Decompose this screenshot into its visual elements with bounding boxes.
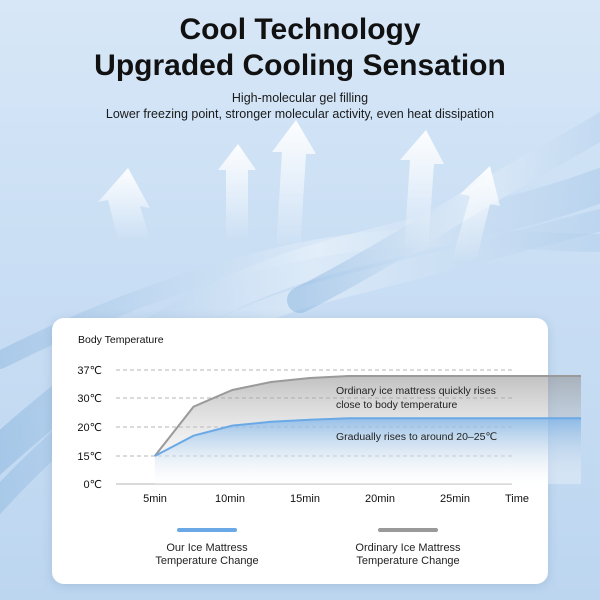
y-tick-label: 30℃ bbox=[77, 393, 102, 405]
headline-title-line-2: Upgraded Cooling Sensation bbox=[94, 49, 506, 82]
legend-label-ordinary-mattress: Ordinary Ice Mattress Temperature Change bbox=[355, 542, 461, 567]
legend-swatch-ordinary-mattress bbox=[378, 528, 438, 532]
legend-swatch-our-mattress bbox=[177, 528, 237, 532]
annotation-ordinary: Ordinary ice mattress quickly rises close… bbox=[336, 385, 496, 411]
y-tick-label: 37℃ bbox=[77, 365, 102, 377]
x-tick-label: 20min bbox=[365, 493, 395, 505]
annotation-ours: Gradually rises to around 20–25℃ bbox=[336, 431, 497, 443]
legend-item-our-mattress: Our Ice Mattress Temperature Change bbox=[117, 528, 297, 568]
x-tick-label: 15min bbox=[290, 493, 320, 505]
our-series-area bbox=[154, 418, 581, 484]
legend-label-our-mattress: Our Ice Mattress Temperature Change bbox=[155, 542, 259, 567]
headline-title-line-1: Cool Technology bbox=[179, 13, 421, 46]
x-axis-label: Time bbox=[505, 493, 529, 505]
ordinary-series-line bbox=[154, 375, 581, 457]
legend-item-ordinary-mattress: Ordinary Ice Mattress Temperature Change bbox=[318, 528, 498, 568]
subtitle-line-1: High-molecular gel filling bbox=[231, 91, 369, 105]
our-series-line bbox=[154, 417, 581, 457]
y-tick-label: 15℃ bbox=[77, 451, 102, 463]
subtitle-line-2: Lower freezing point, stronger molecular… bbox=[105, 107, 495, 121]
x-tick-label: 10min bbox=[215, 493, 245, 505]
y-axis-label: Body Temperature bbox=[78, 334, 164, 346]
y-tick-label: 0℃ bbox=[84, 479, 102, 491]
x-tick-label: 5min bbox=[143, 493, 167, 505]
x-tick-label: 25min bbox=[440, 493, 470, 505]
airflow-arrows-icon bbox=[98, 120, 500, 262]
y-tick-label: 20℃ bbox=[77, 422, 102, 434]
